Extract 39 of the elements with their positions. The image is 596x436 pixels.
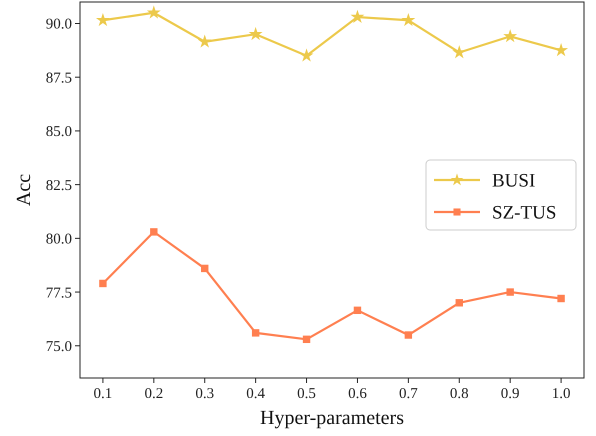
x-tick-label: 0.7 [398, 386, 418, 402]
x-tick-label: 0.5 [297, 386, 316, 402]
point [404, 331, 412, 339]
point [96, 12, 110, 26]
y-tick-label: 82.5 [46, 178, 72, 194]
point [150, 228, 158, 236]
point [354, 306, 362, 314]
legend-label: BUSI [492, 170, 536, 192]
point [503, 29, 518, 42]
point [248, 26, 263, 40]
x-tick-label: 0.8 [450, 386, 469, 402]
point [456, 299, 463, 307]
x-tick-label: 0.2 [144, 386, 164, 402]
y-tick-label: 77.5 [46, 285, 72, 302]
point [557, 294, 565, 302]
point [401, 12, 416, 26]
y-tick-label: 85.0 [46, 124, 72, 140]
point [198, 34, 212, 48]
point [252, 329, 260, 337]
point [146, 5, 161, 19]
point [350, 10, 364, 23]
point [300, 48, 314, 62]
point [99, 280, 107, 288]
x-tick-label: 0.3 [195, 386, 214, 402]
x-tick-label: 0.6 [348, 386, 368, 402]
x-tick-label: 0.1 [94, 386, 112, 402]
x-axis-title: Hyper-parameters [260, 407, 404, 429]
point [302, 336, 310, 344]
point [201, 264, 208, 272]
x-tick-label: 0.4 [246, 386, 266, 402]
y-tick-label: 75.0 [46, 339, 72, 356]
x-tick-label: 0.9 [500, 386, 520, 402]
y-tick-label: 80.0 [46, 232, 72, 248]
legend-label: SZ-TUS [492, 202, 556, 224]
y-tick-label: 87.5 [46, 70, 72, 86]
x-tick-label: 1.0 [552, 386, 570, 402]
point [506, 288, 514, 296]
y-axis-title: Acc [13, 174, 35, 206]
y-tick-label: 90.0 [46, 16, 72, 33]
